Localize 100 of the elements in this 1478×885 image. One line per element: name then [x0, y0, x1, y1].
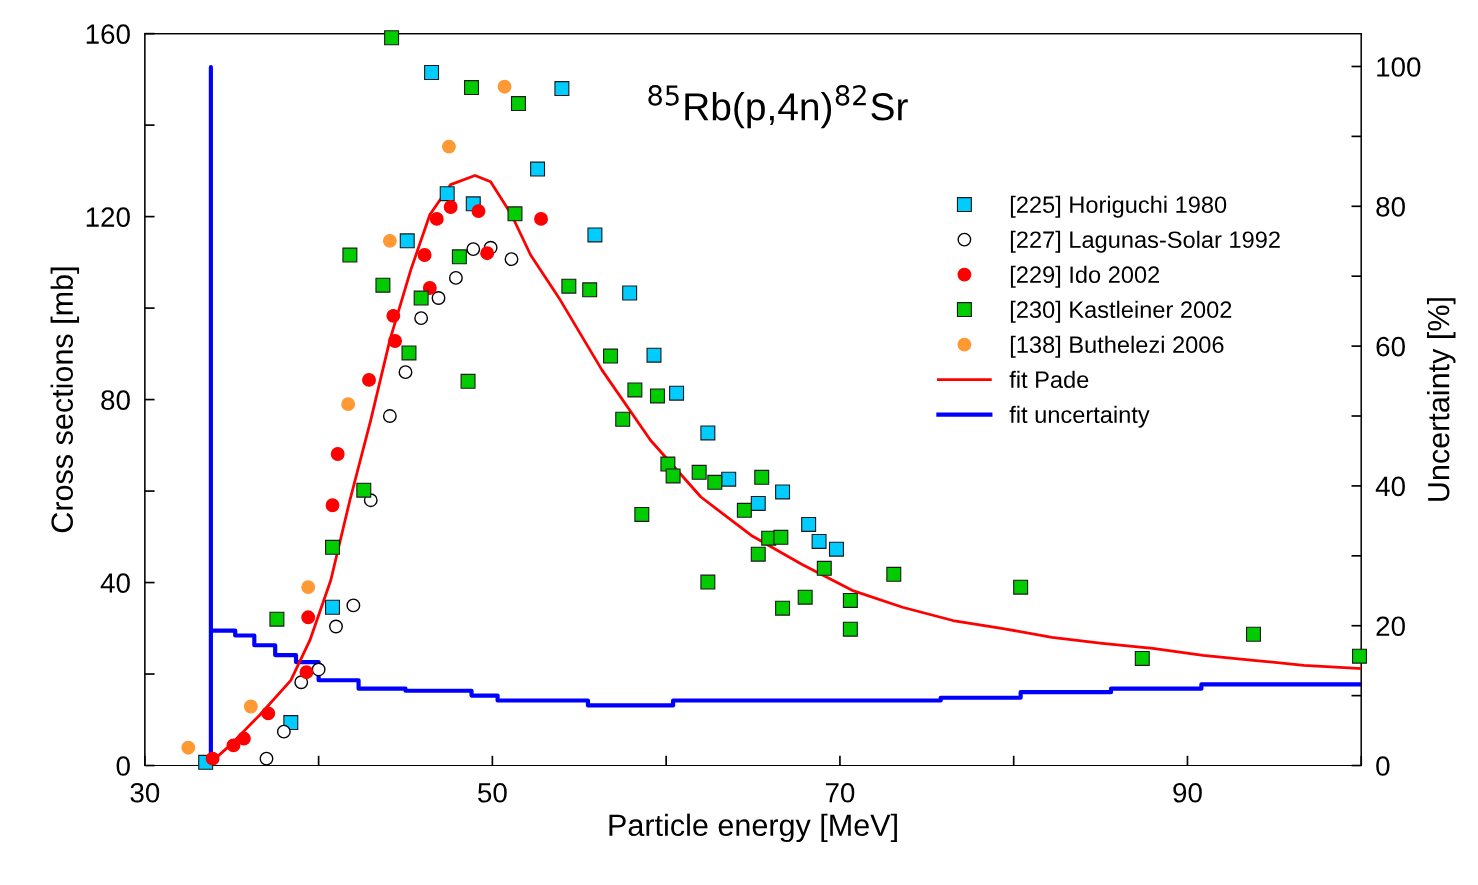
point — [646, 347, 662, 363]
point — [554, 81, 570, 97]
point — [700, 425, 716, 441]
point — [448, 270, 463, 285]
x-tick-label: 70 — [825, 782, 855, 803]
point — [441, 139, 456, 154]
point — [451, 249, 467, 265]
y2-tick-label: 60 — [1376, 336, 1405, 357]
point — [627, 382, 643, 398]
legend-label: [227] Lagunas-Solar 1992 — [1010, 230, 1280, 253]
point — [276, 724, 291, 739]
point — [311, 662, 326, 677]
point — [665, 468, 681, 484]
legend-label: [229] Ido 2002 — [1010, 265, 1160, 288]
point — [243, 699, 258, 714]
y2-tick-label: 20 — [1376, 616, 1405, 637]
y2-axis-title: Uncertainty [%] — [1427, 298, 1456, 501]
legend-label: [225] Horiguchi 1980 — [1010, 195, 1227, 218]
point — [1013, 579, 1029, 595]
point — [205, 751, 220, 766]
point — [750, 495, 766, 511]
point — [603, 348, 619, 364]
point — [269, 611, 285, 627]
point — [429, 211, 444, 226]
point — [301, 580, 316, 595]
point — [299, 665, 314, 680]
y-tick-label: 0 — [116, 756, 130, 776]
y-tick-label: 80 — [101, 390, 130, 410]
y2-tick-label: 0 — [1376, 756, 1390, 776]
point — [401, 345, 417, 361]
point — [582, 282, 598, 298]
point — [811, 533, 827, 549]
point — [497, 79, 512, 94]
point — [460, 373, 476, 389]
point — [301, 610, 316, 625]
point — [294, 675, 309, 690]
point — [828, 541, 844, 557]
point — [587, 227, 603, 243]
point — [424, 65, 440, 81]
point — [669, 385, 685, 401]
point — [382, 233, 397, 248]
point — [181, 740, 196, 755]
point — [510, 96, 526, 112]
point — [259, 751, 274, 766]
point — [842, 621, 858, 637]
point — [471, 204, 486, 219]
point — [386, 308, 401, 323]
point — [422, 281, 437, 295]
point — [330, 447, 345, 461]
point — [775, 600, 791, 616]
x-tick-label: 50 — [478, 782, 507, 803]
point — [362, 372, 376, 387]
point — [413, 290, 429, 306]
point — [356, 482, 372, 498]
point — [329, 619, 343, 634]
point — [417, 248, 432, 262]
point — [700, 574, 716, 590]
y-tick-label: 40 — [100, 573, 130, 593]
point — [775, 484, 791, 500]
point — [431, 291, 446, 305]
point — [649, 388, 665, 404]
point — [325, 539, 341, 555]
point — [1246, 626, 1261, 642]
x-tick-label: 30 — [130, 782, 160, 803]
point — [615, 411, 631, 427]
point — [842, 592, 858, 608]
point — [388, 334, 403, 348]
point — [398, 365, 413, 380]
point — [342, 247, 358, 263]
point — [886, 566, 902, 582]
y2-tick-label: 80 — [1376, 196, 1405, 217]
point — [634, 506, 650, 522]
point — [534, 211, 548, 226]
point — [691, 464, 707, 480]
point — [816, 560, 832, 576]
point — [236, 731, 251, 746]
y-tick-label: 120 — [86, 207, 130, 227]
x-tick-label: 90 — [1173, 782, 1202, 803]
point — [414, 311, 429, 326]
y-tick-label: 160 — [86, 24, 130, 44]
point — [325, 599, 341, 615]
legend-label: fit uncertainty — [1009, 405, 1150, 428]
point — [721, 471, 737, 487]
point — [507, 206, 523, 222]
point — [1134, 650, 1150, 666]
point — [443, 200, 458, 214]
point — [504, 252, 519, 267]
point — [346, 598, 361, 613]
text: $^{85}$Rb(p,4n)$^{82}$Sr — [648, 85, 908, 129]
point — [226, 738, 241, 753]
point — [707, 474, 723, 490]
legend-label: [138] Buthelezi 2006 — [1010, 335, 1224, 358]
legend-label: [230] Kastleiner 2002 — [1010, 300, 1232, 323]
point — [754, 469, 770, 485]
point — [480, 246, 495, 261]
point — [464, 80, 480, 96]
legend-label: fit Pade — [1009, 370, 1089, 389]
point — [622, 285, 638, 301]
point — [341, 397, 356, 412]
point — [561, 278, 577, 294]
